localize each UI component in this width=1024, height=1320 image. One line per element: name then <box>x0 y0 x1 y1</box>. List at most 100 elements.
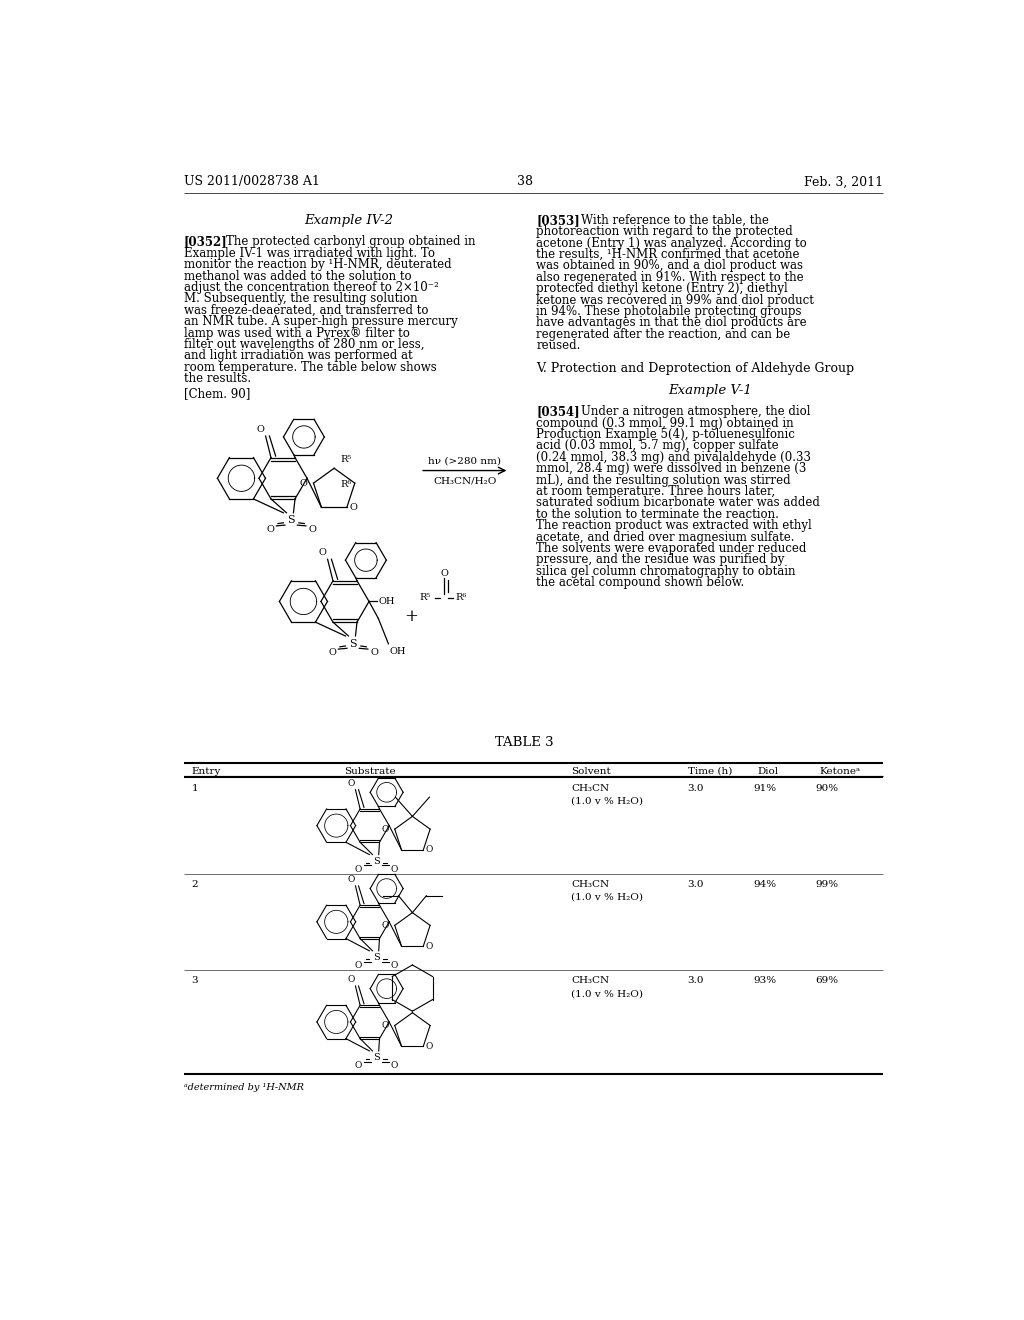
Text: The reaction product was extracted with ethyl: The reaction product was extracted with … <box>537 519 812 532</box>
Text: lamp was used with a Pyrex® filter to: lamp was used with a Pyrex® filter to <box>183 326 410 339</box>
Text: O: O <box>381 921 388 929</box>
Text: [0352]: [0352] <box>183 235 227 248</box>
Text: Production Example 5(4), p-toluenesulfonic: Production Example 5(4), p-toluenesulfon… <box>537 428 796 441</box>
Text: Ketoneᵃ: Ketoneᵃ <box>819 767 860 776</box>
Text: adjust the concentration thereof to 2×10⁻²: adjust the concentration thereof to 2×10… <box>183 281 438 294</box>
Text: the results, ¹H-NMR confirmed that acetone: the results, ¹H-NMR confirmed that aceto… <box>537 248 800 261</box>
Text: 38: 38 <box>517 176 532 189</box>
Text: O: O <box>256 425 264 434</box>
Text: O: O <box>349 503 357 512</box>
Text: O: O <box>329 648 336 657</box>
Text: acid (0.03 mmol, 5.7 mg), copper sulfate: acid (0.03 mmol, 5.7 mg), copper sulfate <box>537 440 779 453</box>
Text: Example IV-1 was irradiated with light. To: Example IV-1 was irradiated with light. … <box>183 247 435 260</box>
Text: Time (h): Time (h) <box>687 767 732 776</box>
Text: Diol: Diol <box>758 767 778 776</box>
Text: O: O <box>308 525 316 535</box>
Text: O: O <box>355 1061 362 1071</box>
Text: 3.0: 3.0 <box>687 977 703 985</box>
Text: 3: 3 <box>191 977 199 985</box>
Text: The solvents were evaporated under reduced: The solvents were evaporated under reduc… <box>537 543 807 554</box>
Text: O: O <box>266 525 274 535</box>
Text: the acetal compound shown below.: the acetal compound shown below. <box>537 577 744 589</box>
Text: filter out wavelengths of 280 nm or less,: filter out wavelengths of 280 nm or less… <box>183 338 424 351</box>
Text: ketone was recovered in 99% and diol product: ketone was recovered in 99% and diol pro… <box>537 293 814 306</box>
Text: and light irradiation was performed at: and light irradiation was performed at <box>183 350 413 363</box>
Text: O: O <box>426 941 433 950</box>
Text: compound (0.3 mmol, 99.1 mg) obtained in: compound (0.3 mmol, 99.1 mg) obtained in <box>537 417 794 429</box>
Text: the results.: the results. <box>183 372 251 385</box>
Text: 1: 1 <box>191 784 199 792</box>
Text: (0.24 mmol, 38.3 mg) and pivalaldehyde (0.33: (0.24 mmol, 38.3 mg) and pivalaldehyde (… <box>537 451 811 463</box>
Text: 3.0: 3.0 <box>687 784 703 792</box>
Text: O: O <box>390 1061 398 1071</box>
Text: S: S <box>373 1053 380 1063</box>
Text: photoreaction with regard to the protected: photoreaction with regard to the protect… <box>537 226 794 238</box>
Text: O: O <box>426 845 433 854</box>
Text: O: O <box>426 1041 433 1051</box>
Text: acetone (Entry 1) was analyzed. According to: acetone (Entry 1) was analyzed. Accordin… <box>537 236 807 249</box>
Text: [0353]: [0353] <box>537 214 581 227</box>
Text: S: S <box>373 857 380 866</box>
Text: protected diethyl ketone (Entry 2), diethyl: protected diethyl ketone (Entry 2), diet… <box>537 282 788 296</box>
Text: O: O <box>390 865 398 874</box>
Text: 2: 2 <box>191 880 199 888</box>
Text: S: S <box>349 639 357 648</box>
Text: R⁶: R⁶ <box>456 593 467 602</box>
Text: O: O <box>440 569 449 578</box>
Text: an NMR tube. A super-high pressure mercury: an NMR tube. A super-high pressure mercu… <box>183 315 458 329</box>
Text: mL), and the resulting solution was stirred: mL), and the resulting solution was stir… <box>537 474 792 487</box>
Text: TABLE 3: TABLE 3 <box>496 737 554 748</box>
Text: was freeze-deaerated, and transferred to: was freeze-deaerated, and transferred to <box>183 304 428 317</box>
Text: 69%: 69% <box>815 977 839 985</box>
Text: O: O <box>299 479 307 487</box>
Text: methanol was added to the solution to: methanol was added to the solution to <box>183 269 412 282</box>
Text: CH₃CN: CH₃CN <box>571 784 609 792</box>
Text: [0354]: [0354] <box>537 405 580 418</box>
Text: was obtained in 90%, and a diol product was: was obtained in 90%, and a diol product … <box>537 260 804 272</box>
Text: S: S <box>373 953 380 962</box>
Text: (1.0 v % H₂O): (1.0 v % H₂O) <box>571 797 643 805</box>
Text: in 94%. These photolabile protecting groups: in 94%. These photolabile protecting gro… <box>537 305 802 318</box>
Text: O: O <box>381 825 388 834</box>
Text: Example IV-2: Example IV-2 <box>304 214 393 227</box>
Text: 91%: 91% <box>754 784 776 792</box>
Text: O: O <box>355 865 362 874</box>
Text: The protected carbonyl group obtained in: The protected carbonyl group obtained in <box>226 235 476 248</box>
Text: pressure, and the residue was purified by: pressure, and the residue was purified b… <box>537 553 784 566</box>
Text: room temperature. The table below shows: room temperature. The table below shows <box>183 360 436 374</box>
Text: 99%: 99% <box>815 880 839 888</box>
Text: 3.0: 3.0 <box>687 880 703 888</box>
Text: O: O <box>355 961 362 970</box>
Text: CH₃CN/H₂O: CH₃CN/H₂O <box>433 477 497 486</box>
Text: Under a nitrogen atmosphere, the diol: Under a nitrogen atmosphere, the diol <box>582 405 811 418</box>
Text: Solvent: Solvent <box>571 767 611 776</box>
Text: have advantages in that the diol products are: have advantages in that the diol product… <box>537 317 807 330</box>
Text: hν (>280 nm): hν (>280 nm) <box>428 457 501 466</box>
Text: O: O <box>347 779 354 788</box>
Text: mmol, 28.4 mg) were dissolved in benzene (3: mmol, 28.4 mg) were dissolved in benzene… <box>537 462 807 475</box>
Text: acetate, and dried over magnesium sulfate.: acetate, and dried over magnesium sulfat… <box>537 531 795 544</box>
Text: regenerated after the reaction, and can be: regenerated after the reaction, and can … <box>537 327 791 341</box>
Text: 93%: 93% <box>754 977 776 985</box>
Text: also regenerated in 91%. With respect to the: also regenerated in 91%. With respect to… <box>537 271 804 284</box>
Text: O: O <box>347 875 354 884</box>
Text: to the solution to terminate the reaction.: to the solution to terminate the reactio… <box>537 508 779 521</box>
Text: (1.0 v % H₂O): (1.0 v % H₂O) <box>571 894 643 902</box>
Text: reused.: reused. <box>537 339 581 352</box>
Text: O: O <box>381 1020 388 1030</box>
Text: Feb. 3, 2011: Feb. 3, 2011 <box>804 176 883 189</box>
Text: saturated sodium bicarbonate water was added: saturated sodium bicarbonate water was a… <box>537 496 820 510</box>
Text: CH₃CN: CH₃CN <box>571 880 609 888</box>
Text: R⁵: R⁵ <box>340 455 351 465</box>
Text: OH: OH <box>390 647 407 656</box>
Text: O: O <box>390 961 398 970</box>
Text: at room temperature. Three hours later,: at room temperature. Three hours later, <box>537 484 775 498</box>
Text: S: S <box>288 516 295 525</box>
Text: R⁵: R⁵ <box>420 593 431 602</box>
Text: O: O <box>347 975 354 985</box>
Text: With reference to the table, the: With reference to the table, the <box>582 214 769 227</box>
Text: ᵃdetermined by ¹H-NMR: ᵃdetermined by ¹H-NMR <box>183 1084 304 1092</box>
Text: US 2011/0028738 A1: US 2011/0028738 A1 <box>183 176 319 189</box>
Text: 90%: 90% <box>815 784 839 792</box>
Text: V. Protection and Deprotection of Aldehyde Group: V. Protection and Deprotection of Aldehy… <box>537 362 855 375</box>
